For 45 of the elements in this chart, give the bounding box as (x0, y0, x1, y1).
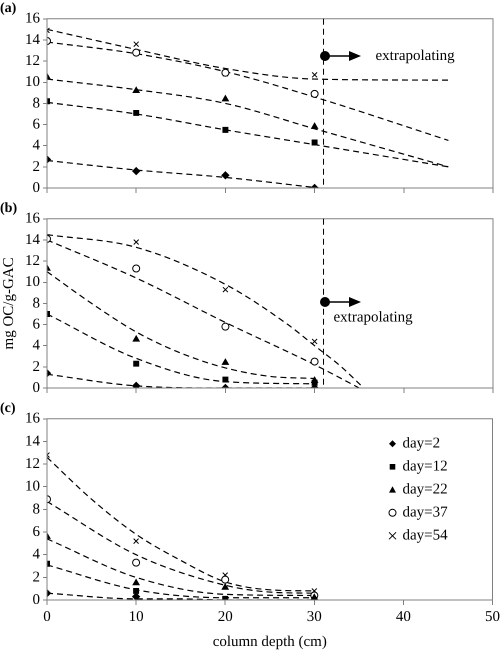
y-axis-title: mg OC/g-GAC (0, 257, 17, 350)
y-tick-label: 14 (25, 232, 40, 248)
legend-label: day=12 (402, 458, 448, 475)
y-tick-label: 16 (25, 10, 40, 27)
y-tick-label: 0 (32, 180, 40, 196)
chart-title: (b) (0, 201, 18, 216)
y-tick-label: 8 (32, 295, 40, 312)
y-tick-label: 0 (32, 380, 40, 396)
y-tick-label: 12 (25, 253, 40, 270)
y-tick-label: 2 (32, 569, 40, 586)
y-tick-label: 12 (25, 53, 40, 70)
x-tick-label: 40 (396, 608, 411, 625)
x-tick-label: 20 (218, 608, 233, 625)
y-tick-label: 0 (32, 592, 40, 608)
x-tick-label: 30 (306, 608, 322, 625)
legend-label: day=37 (402, 504, 448, 521)
x-axis-title: column depth (cm) (212, 634, 327, 650)
chart-title: (c) (0, 401, 16, 416)
chart-title: (a) (0, 1, 17, 16)
x-tick-label: 0 (43, 608, 51, 625)
y-tick-label: 16 (25, 410, 40, 427)
x-tick-label: 10 (128, 608, 144, 625)
ref-line-label: extrapolating (334, 310, 414, 326)
y-tick-label: 2 (32, 158, 40, 175)
y-tick-label: 14 (25, 32, 40, 48)
y-tick-label: 16 (25, 210, 40, 227)
y-tick-label: 6 (32, 316, 40, 332)
ref-line-label: extrapolating (376, 48, 456, 64)
y-tick-label: 4 (32, 546, 40, 563)
legend-label: day=54 (402, 528, 448, 544)
y-tick-label: 4 (32, 138, 40, 154)
y-tick-label: 10 (25, 274, 40, 290)
y-tick-label: 14 (25, 433, 40, 450)
legend-label: day=2 (402, 436, 440, 452)
y-tick-label: 2 (32, 358, 40, 375)
y-tick-label: 12 (25, 456, 40, 472)
y-tick-label: 4 (32, 338, 40, 354)
y-tick-label: 10 (25, 478, 40, 495)
y-tick-label: 10 (25, 74, 40, 90)
y-tick-label: 6 (32, 116, 40, 132)
y-tick-label: 6 (32, 524, 40, 540)
y-tick-label: 8 (32, 501, 40, 518)
y-tick-label: 8 (32, 95, 40, 112)
x-tick-label: 50 (485, 608, 500, 625)
legend-label: day=22 (402, 482, 448, 498)
